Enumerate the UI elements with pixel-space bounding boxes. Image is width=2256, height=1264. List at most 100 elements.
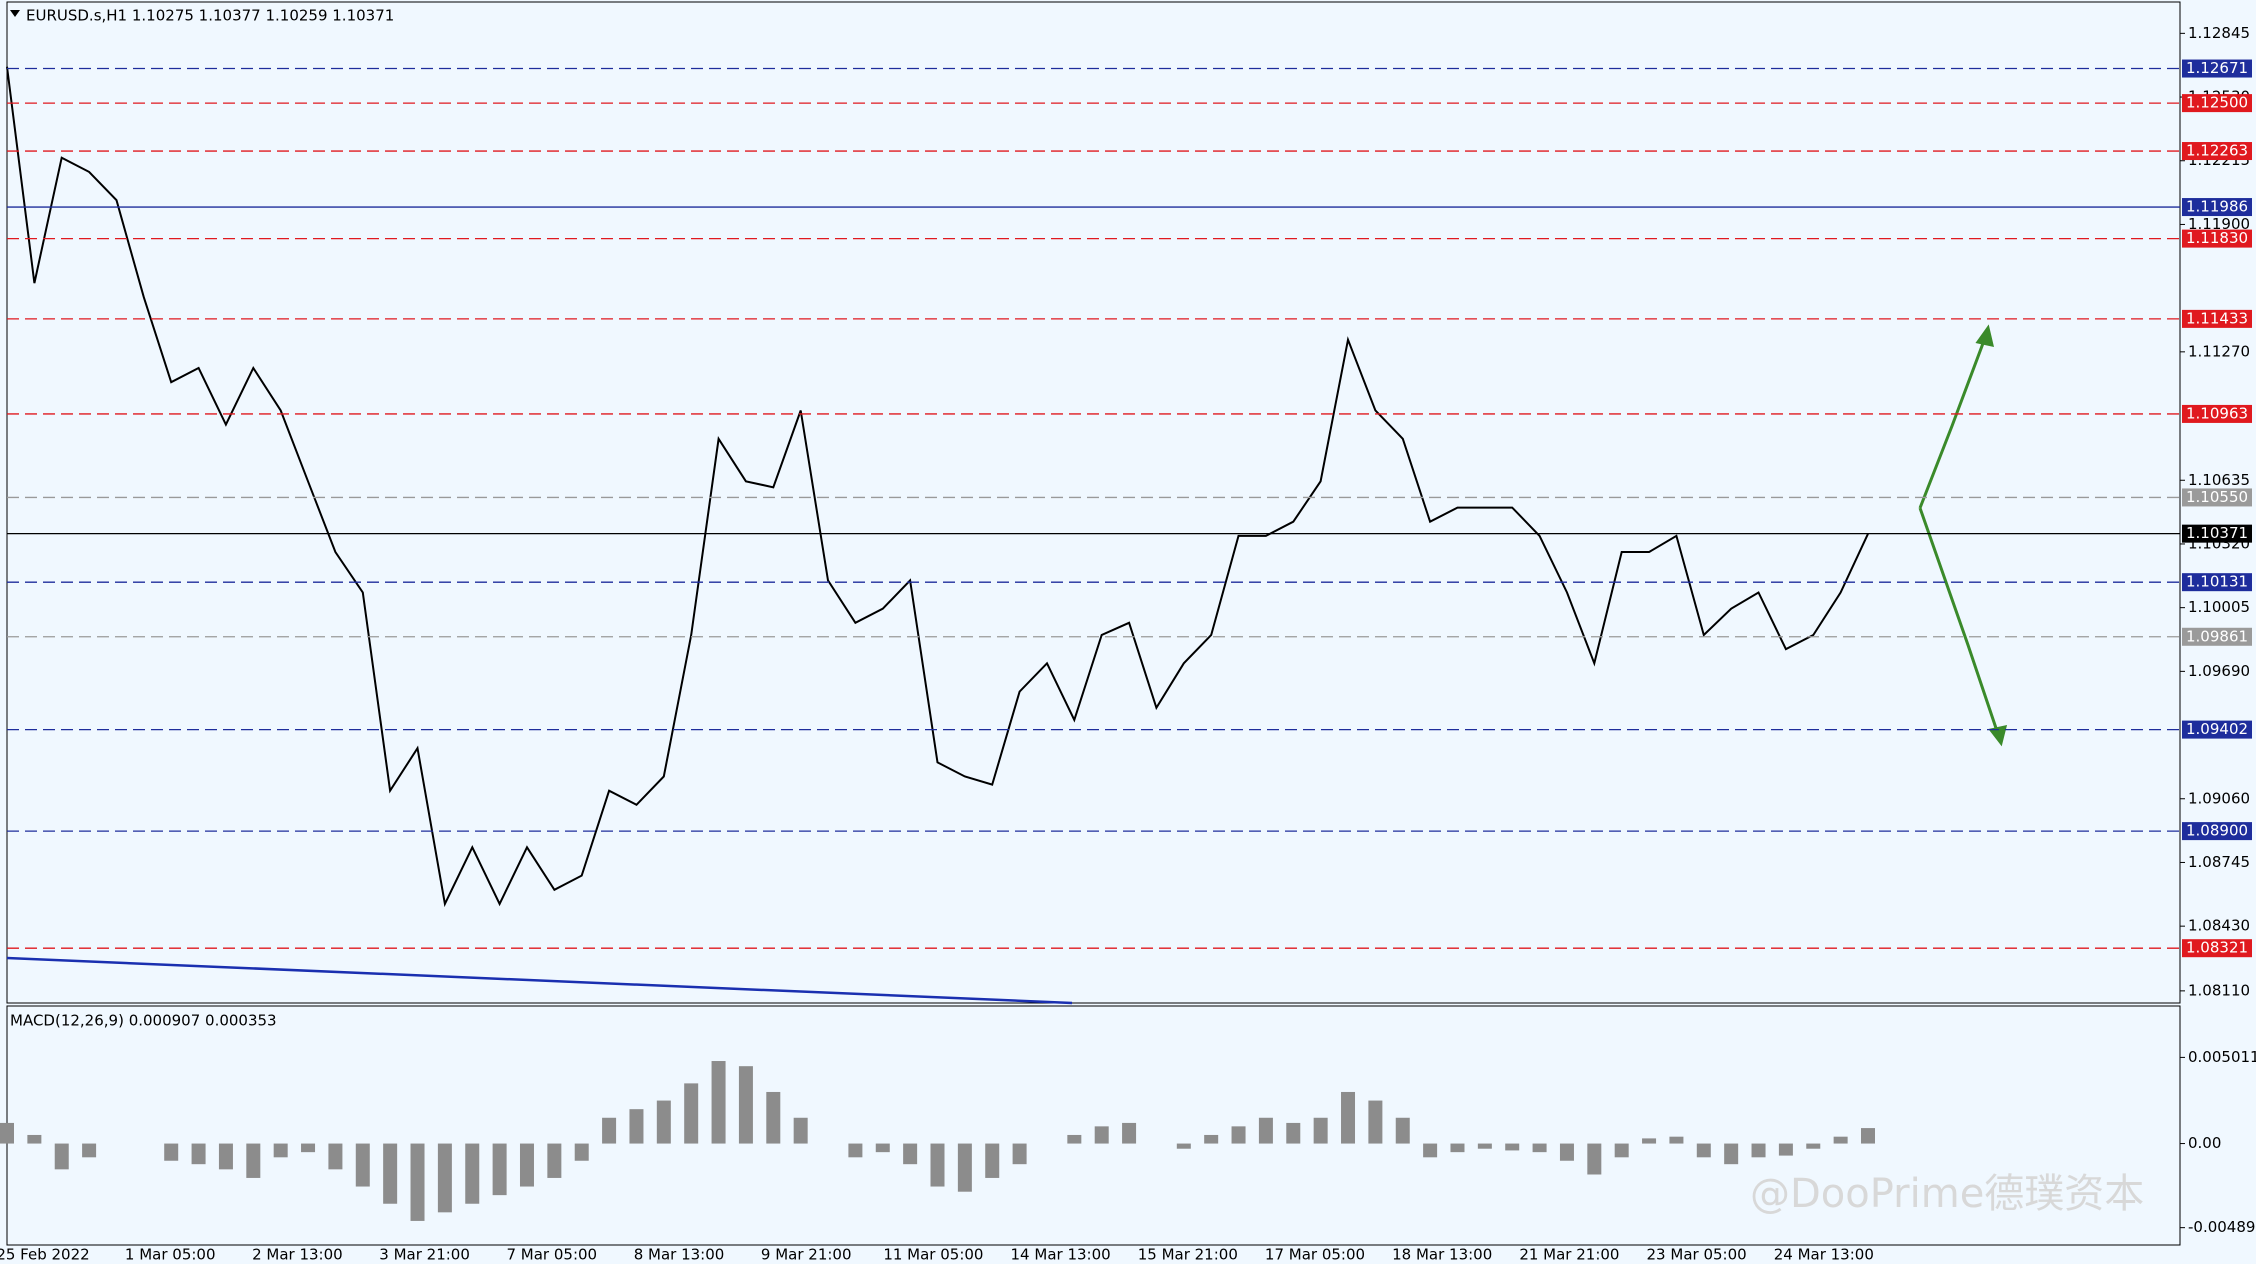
y-tick-label: 0.005011 <box>2188 1048 2256 1066</box>
macd-bar <box>1067 1134 1082 1144</box>
macd-bar <box>1122 1122 1137 1144</box>
up-arrow <box>1918 329 1990 509</box>
x-tick-label: 1 Mar 05:00 <box>125 1246 216 1264</box>
macd-bar <box>1587 1143 1602 1175</box>
macd-bar <box>711 1061 726 1144</box>
macd-bar <box>629 1109 644 1144</box>
macd-bar <box>1559 1143 1574 1161</box>
forecast-arrows <box>1918 324 2008 747</box>
main-panel <box>6 1 2181 1004</box>
x-tick-label: 25 Feb 2022 <box>0 1246 90 1264</box>
macd-bar <box>738 1066 753 1144</box>
macd-bar <box>684 1083 699 1144</box>
macd-bar <box>519 1143 534 1187</box>
price-line <box>6 66 1869 908</box>
x-tick-label: 7 Mar 05:00 <box>506 1246 597 1264</box>
x-tick-label: 14 Mar 13:00 <box>1011 1246 1111 1264</box>
level-box <box>2182 939 2252 958</box>
macd-bar <box>848 1143 863 1158</box>
macd-bar <box>1806 1143 1821 1149</box>
macd-bar <box>54 1143 69 1170</box>
macd-bar <box>1368 1100 1383 1144</box>
x-tick-label: 2 Mar 13:00 <box>252 1246 343 1264</box>
x-tick-label: 23 Mar 05:00 <box>1647 1246 1747 1264</box>
down-arrow <box>1918 507 2002 741</box>
macd-bar <box>410 1143 425 1221</box>
level-label: 1.11433 <box>2186 309 2248 327</box>
level-label: 1.12500 <box>2186 94 2248 112</box>
watermark: @DooPrime德璞资本 <box>1750 1171 2144 1217</box>
level-label: 1.10371 <box>2186 524 2248 542</box>
y-tick-label: -0.004891 <box>2188 1218 2256 1236</box>
level-box <box>2182 573 2252 592</box>
level-label: 1.10550 <box>2186 488 2248 506</box>
macd-bar <box>957 1143 972 1192</box>
macd-bar <box>930 1143 945 1187</box>
macd-bar <box>1258 1117 1273 1144</box>
macd-bar <box>465 1143 480 1204</box>
level-box <box>2182 309 2252 328</box>
macd-bar <box>1614 1143 1629 1158</box>
macd-bar <box>1423 1143 1438 1158</box>
macd-bar <box>1724 1143 1739 1165</box>
macd-bar <box>1231 1126 1246 1144</box>
level-box <box>2182 488 2252 507</box>
y-tick-label: 1.09060 <box>2188 789 2250 807</box>
macd-bar <box>1286 1122 1301 1144</box>
y-tick-label: 1.12845 <box>2188 24 2250 42</box>
y-tick-label: 1.08430 <box>2188 917 2250 935</box>
level-box <box>2182 404 2252 423</box>
macd-title: MACD(12,26,9) 0.000907 0.000353 <box>10 1012 277 1030</box>
level-label: 1.12263 <box>2186 142 2248 160</box>
macd-bar <box>164 1143 179 1161</box>
macd-bar <box>27 1134 42 1144</box>
macd-bar <box>1204 1134 1219 1144</box>
macd-bar <box>985 1143 1000 1178</box>
x-tick-label: 3 Mar 21:00 <box>379 1246 470 1264</box>
level-box <box>2182 59 2252 78</box>
trend-line <box>6 956 1073 1005</box>
macd-bar <box>1313 1117 1328 1144</box>
macd-bar <box>793 1117 808 1144</box>
macd-bar <box>246 1143 261 1178</box>
macd-bar <box>191 1143 206 1165</box>
x-tick-label: 9 Mar 21:00 <box>761 1246 852 1264</box>
macd-bar <box>82 1143 97 1158</box>
level-label: 1.10131 <box>2186 573 2248 591</box>
macd-bar <box>602 1117 617 1144</box>
x-tick-label: 18 Mar 13:00 <box>1392 1246 1492 1264</box>
menu-icon <box>10 10 20 17</box>
macd-bar <box>1696 1143 1711 1158</box>
macd-bar <box>1642 1138 1657 1144</box>
level-label: 1.08900 <box>2186 822 2248 840</box>
level-box <box>2182 198 2252 217</box>
macd-bar <box>437 1143 452 1213</box>
x-tick-label: 8 Mar 13:00 <box>634 1246 725 1264</box>
macd-bar <box>1861 1128 1875 1144</box>
macd-bar <box>1094 1126 1109 1144</box>
macd-bar <box>383 1143 398 1204</box>
macd-bar <box>273 1143 288 1158</box>
macd-bar <box>875 1143 890 1153</box>
macd-bar <box>0 1122 14 1144</box>
y-tick-label: 0.00 <box>2188 1134 2221 1152</box>
y-tick-label: 1.09690 <box>2188 662 2250 680</box>
level-box <box>2182 822 2252 841</box>
level-box <box>2182 229 2252 248</box>
y-tick-label: 1.10005 <box>2188 598 2250 616</box>
level-label: 1.11830 <box>2186 229 2248 247</box>
y-tick-label: 1.11900 <box>2188 215 2250 233</box>
level-box <box>2182 142 2252 161</box>
macd-bar <box>547 1143 562 1178</box>
y-tick-label: 1.08745 <box>2188 853 2250 871</box>
macd-bar <box>1477 1143 1492 1149</box>
macd-bar <box>656 1100 671 1144</box>
macd-bar <box>1012 1143 1027 1165</box>
level-label: 1.08321 <box>2186 939 2248 957</box>
level-label: 1.09861 <box>2186 627 2248 645</box>
macd-bar <box>218 1143 233 1170</box>
macd-bar <box>1176 1143 1191 1149</box>
y-tick-label: 1.11270 <box>2188 342 2250 360</box>
